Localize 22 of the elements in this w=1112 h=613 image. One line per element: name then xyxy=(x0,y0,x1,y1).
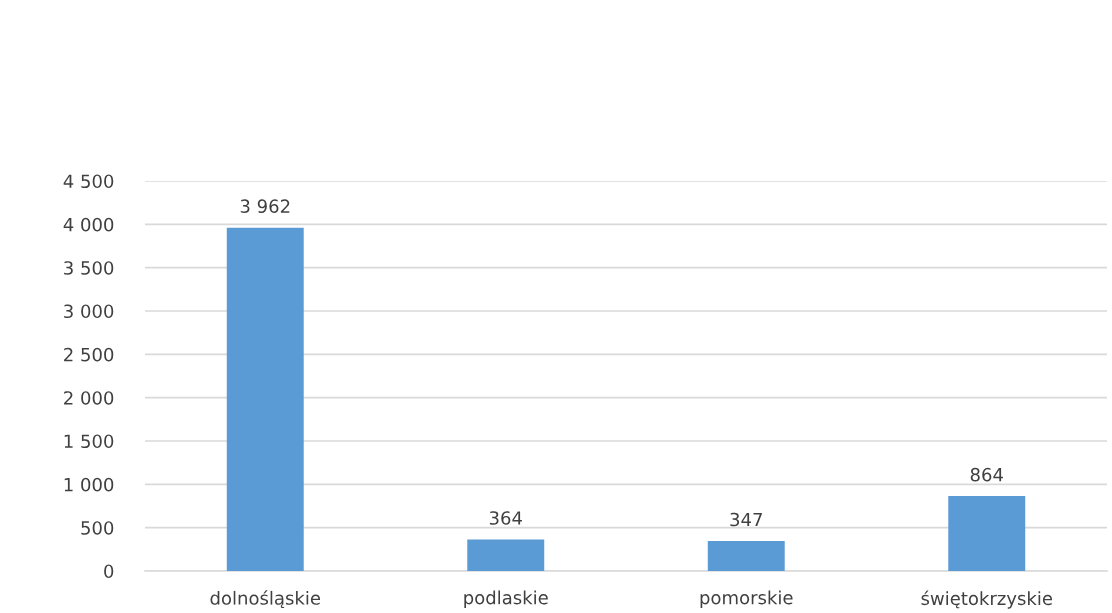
data-label: 347 xyxy=(730,512,762,527)
y-tick-label: 3 000 xyxy=(64,304,114,319)
y-tick-label: 3 500 xyxy=(64,261,114,275)
data-label: 364 xyxy=(489,511,522,525)
x-tick-label: podlaskie xyxy=(464,590,548,608)
y-tick-label: 4 000 xyxy=(63,217,114,232)
x-tick-label: pomorskie xyxy=(700,590,793,608)
bar xyxy=(948,496,1026,571)
y-tick-label: 4 500 xyxy=(63,174,114,189)
data-label: 864 xyxy=(970,467,1003,482)
y-tick-label: 2 500 xyxy=(64,347,114,362)
bar xyxy=(226,227,304,571)
y-tick-label: 0 xyxy=(104,564,114,579)
y-tick-label: 500 xyxy=(81,521,114,535)
data-label: 3 962 xyxy=(240,199,290,214)
y-tick-label: 1 000 xyxy=(64,477,114,492)
y-tick-label: 2 000 xyxy=(64,391,114,405)
bar xyxy=(707,540,785,571)
bar xyxy=(467,539,545,571)
x-tick-label: dolnośląskie xyxy=(210,590,321,609)
x-tick-label: świętokrzyskie xyxy=(921,590,1053,609)
y-tick-label: 1 500 xyxy=(64,434,114,449)
